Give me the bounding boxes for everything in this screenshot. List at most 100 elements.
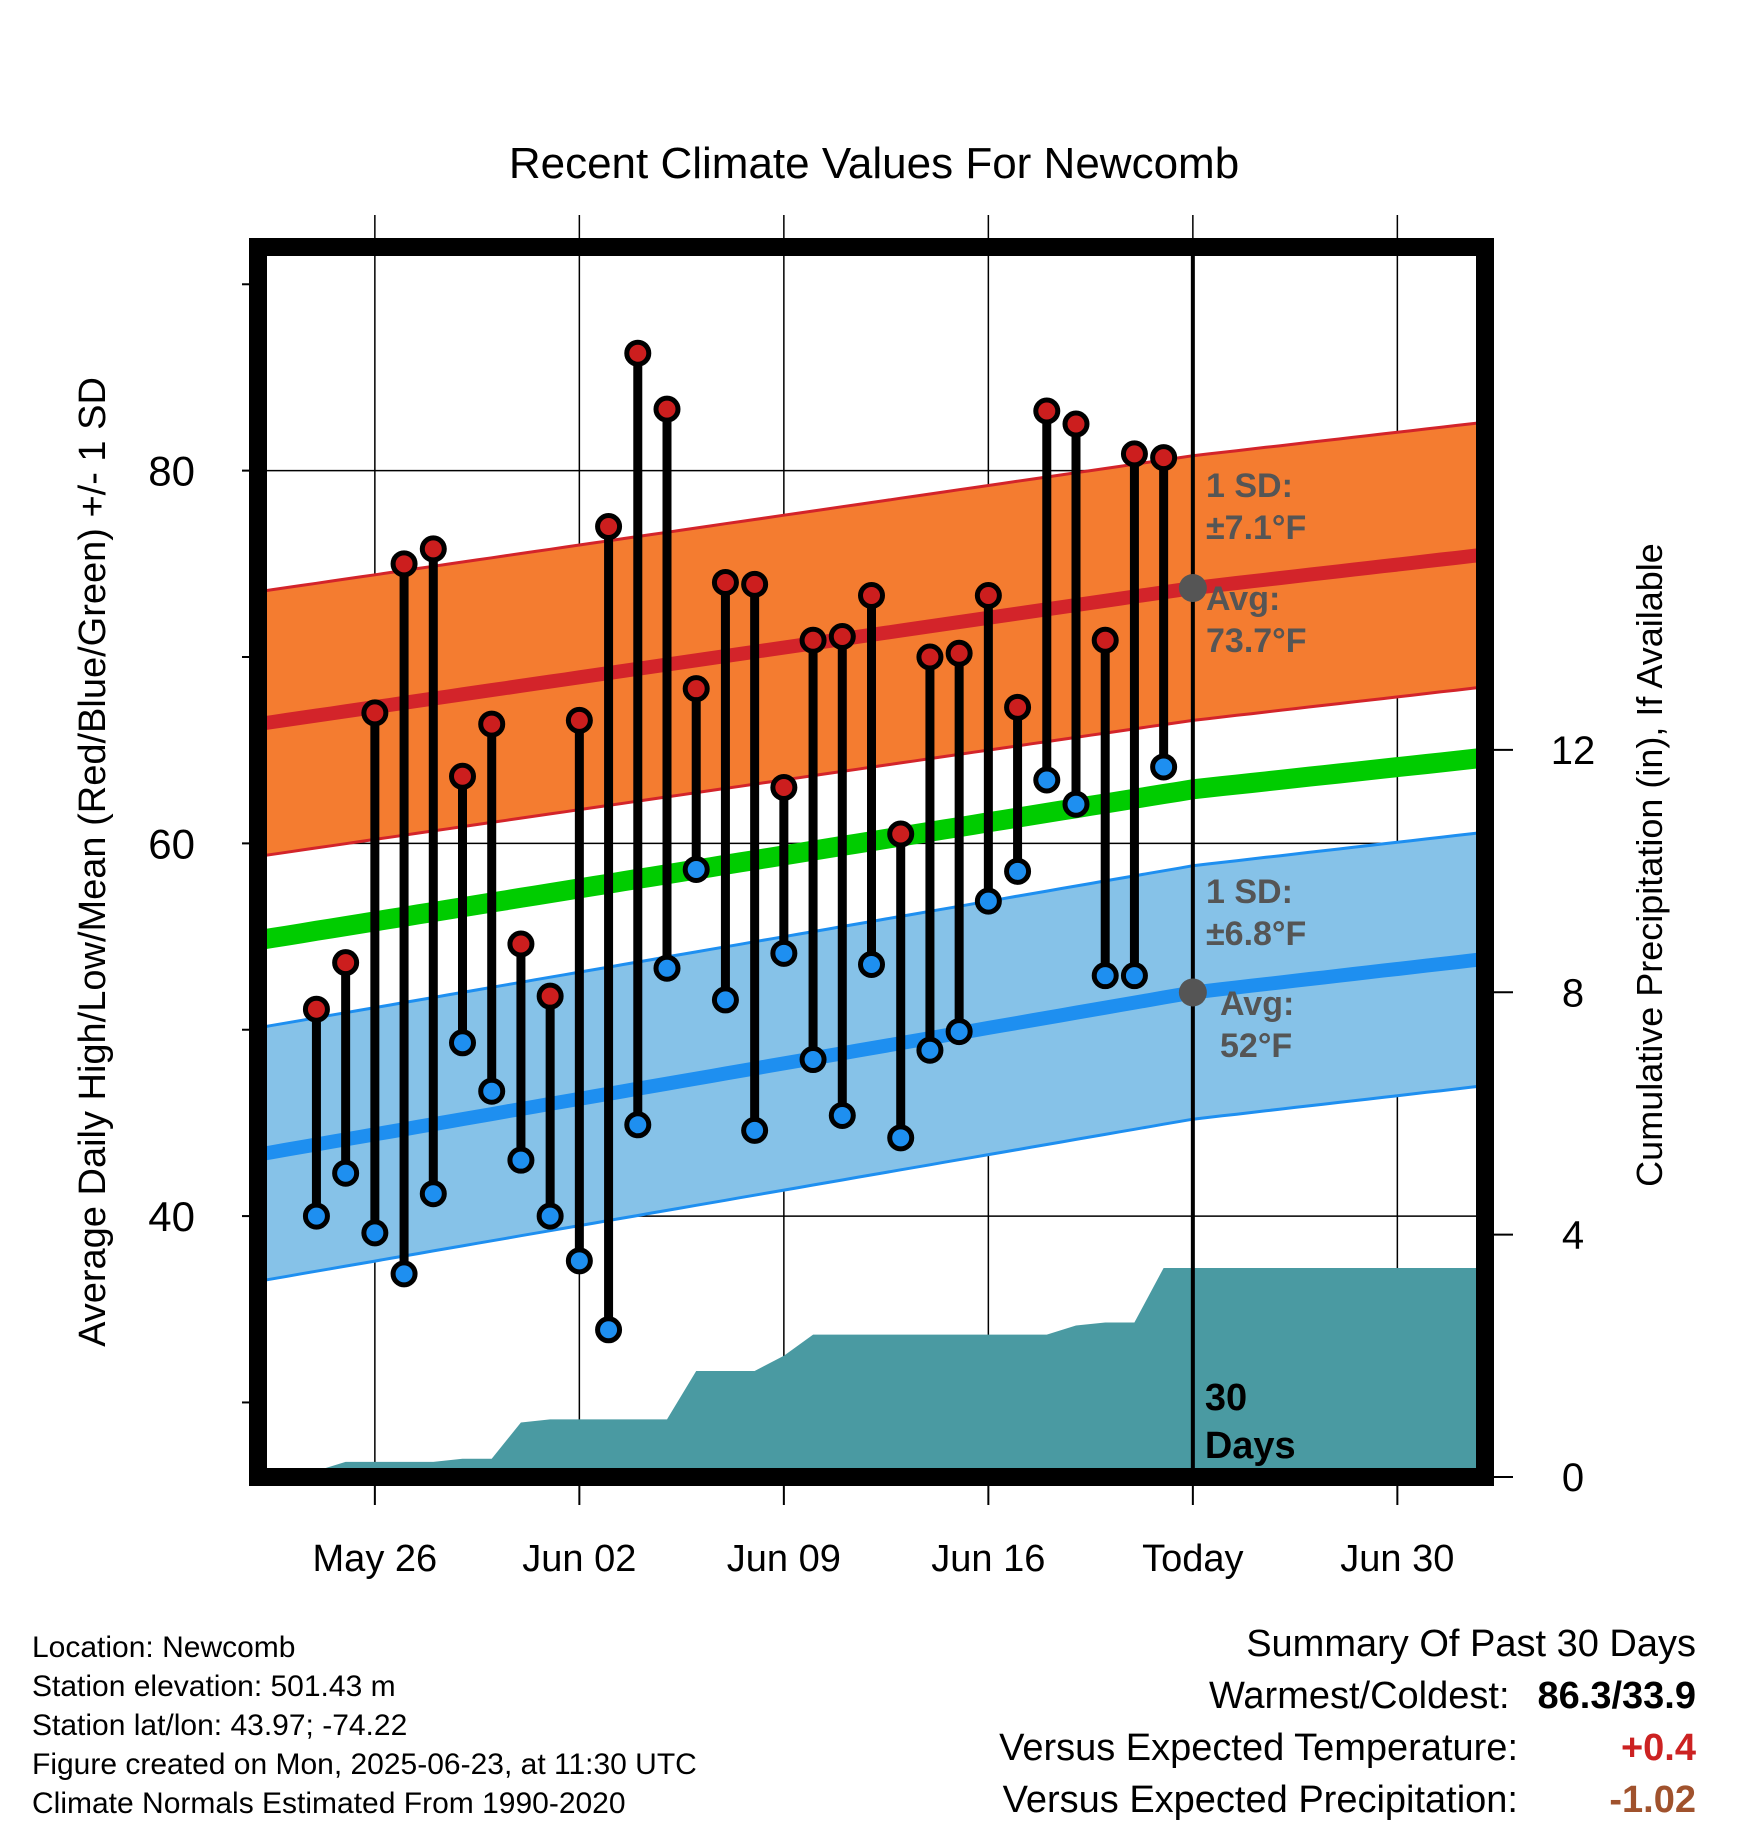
daily-low-point (1120, 962, 1148, 990)
daily-low-point (302, 1202, 330, 1230)
precipitation-area (258, 1268, 1485, 1477)
high-sd-annotation: 1 SD: (1206, 467, 1293, 505)
climate-chart: Recent Climate Values For Newcomb 30 Days… (72, 139, 1670, 1580)
precip-departure-value: -1.02 (1609, 1779, 1696, 1821)
low-sd-annotation: ±6.8°F (1206, 915, 1306, 953)
daily-high-point (536, 982, 564, 1010)
x-tick-label: Today (1142, 1538, 1243, 1580)
low-sd-annotation: 1 SD: (1206, 873, 1293, 911)
x-tick-label: Jun 30 (1340, 1538, 1454, 1580)
daily-low-point (945, 1018, 973, 1046)
cumulative-precipitation (258, 1268, 1485, 1477)
low-avg-annotation: Avg: (1220, 985, 1294, 1023)
warmest-coldest-row: Warmest/Coldest: 86.3/33.9 (999, 1670, 1696, 1722)
high-sd-band-upper-edge (257, 420, 1486, 594)
today-low-avg-marker (1178, 978, 1207, 1007)
today-high-avg-marker (1178, 574, 1207, 603)
temp-departure-value: +0.4 (1620, 1727, 1696, 1769)
daily-high-point (711, 568, 739, 596)
daily-low-point (1004, 857, 1032, 885)
daily-high-point (478, 710, 506, 738)
daily-low-point (536, 1202, 564, 1230)
daily-low-point (478, 1077, 506, 1105)
daily-low-point (858, 951, 885, 978)
daily-high-point (507, 930, 535, 958)
daily-low-point (799, 1046, 827, 1074)
temp-departure-label: Versus Expected Temperature: (999, 1727, 1518, 1769)
daily-high-point (1062, 410, 1090, 438)
daily-high-point (361, 699, 389, 727)
daily-low-point (887, 1124, 915, 1152)
daily-high-point (916, 643, 944, 671)
low-sd-band (258, 832, 1485, 1282)
daily-low-point (449, 1029, 476, 1057)
daily-low-point (974, 887, 1002, 915)
daily-low-point (1091, 962, 1119, 990)
daily-high-point (595, 513, 623, 541)
daily-high-point (390, 550, 418, 578)
created-text: Figure created on Mon, 2025-06-23, at 11… (32, 1748, 697, 1781)
y2-tick-label: 12 (1551, 729, 1596, 773)
daily-low-point (1033, 766, 1061, 794)
daily-low-point (565, 1247, 593, 1275)
y-tick-label: 80 (148, 448, 195, 495)
high-sd-annotation: ±7.1°F (1206, 509, 1306, 547)
plot-frame (249, 238, 1494, 1486)
x-tick-label: Jun 02 (522, 1538, 636, 1580)
low-avg-annotation: 52°F (1220, 1027, 1292, 1065)
y2-axis-label: Cumulative Precipitation (in), If Availa… (1629, 543, 1670, 1187)
high-avg-annotation: Avg: (1206, 580, 1280, 618)
station-info: Location: Newcomb Station elevation: 501… (32, 1628, 697, 1823)
precip-departure-label: Versus Expected Precipitation: (1002, 1779, 1518, 1821)
daily-low-point (682, 855, 710, 883)
daily-high-point (624, 339, 652, 367)
daily-high-point (1033, 397, 1061, 425)
annotations: 1 SD: ±7.1°F Avg: 73.7°F 1 SD: ±6.8°F Avg: 52°F (1178, 467, 1307, 1065)
high-avg-annotation: 73.7°F (1206, 622, 1307, 660)
daily-high-point (770, 773, 798, 801)
daily-low-point (361, 1219, 389, 1247)
daily-high-point (332, 949, 360, 977)
daily-high-point (302, 995, 330, 1023)
daily-low-point (653, 954, 681, 982)
daily-high-point (1120, 440, 1148, 468)
summary-panel: Summary Of Past 30 Days Warmest/Coldest:… (999, 1618, 1696, 1826)
chart-title: Recent Climate Values For Newcomb (509, 139, 1239, 188)
summary-title: Summary Of Past 30 Days (999, 1618, 1696, 1670)
latlon-text: Station lat/lon: 43.97; -74.22 (32, 1709, 408, 1742)
daily-low-point (332, 1159, 360, 1187)
daily-low-point (419, 1180, 447, 1208)
location-text: Location: Newcomb (32, 1631, 296, 1664)
daily-high-point (828, 623, 856, 650)
today-marker: 30 Days (1190, 247, 1296, 1477)
daily-high-point (565, 706, 593, 734)
daily-low-point (1150, 753, 1178, 781)
daily-high-point (974, 582, 1002, 609)
warmest-coldest-label: Warmest/Coldest: (1208, 1675, 1510, 1717)
daily-high-point (887, 820, 915, 848)
x-tick-label: Jun 16 (931, 1538, 1045, 1580)
normals-text: Climate Normals Estimated From 1990-2020 (32, 1787, 626, 1820)
x-tick-label: May 26 (313, 1538, 438, 1580)
daily-high-point (1150, 444, 1178, 472)
daily-high-point (858, 582, 885, 609)
today-marker-label: Days (1205, 1425, 1296, 1467)
daily-high-point (653, 395, 681, 423)
daily-high-point (449, 762, 476, 790)
daily-low-point (1062, 790, 1090, 818)
daily-low-point (828, 1101, 856, 1129)
y2-tick-label: 4 (1562, 1214, 1584, 1258)
warmest-coldest-value: 86.3/33.9 (1537, 1675, 1696, 1717)
daily-low-point (624, 1111, 652, 1139)
temp-departure-row: Versus Expected Temperature: +0.4 (999, 1722, 1696, 1774)
precip-departure-row: Versus Expected Precipitation: -1.02 (999, 1774, 1696, 1826)
normal-low-line (256, 951, 1486, 1162)
daily-observations (302, 339, 1178, 1344)
daily-low-point (390, 1260, 418, 1288)
daily-low-point (595, 1316, 623, 1344)
daily-low-point (741, 1116, 769, 1144)
summary-title-text: Summary Of Past 30 Days (1246, 1623, 1696, 1665)
daily-high-point (741, 570, 769, 598)
elevation-text: Station elevation: 501.43 m (32, 1670, 396, 1703)
daily-low-point (507, 1146, 535, 1174)
